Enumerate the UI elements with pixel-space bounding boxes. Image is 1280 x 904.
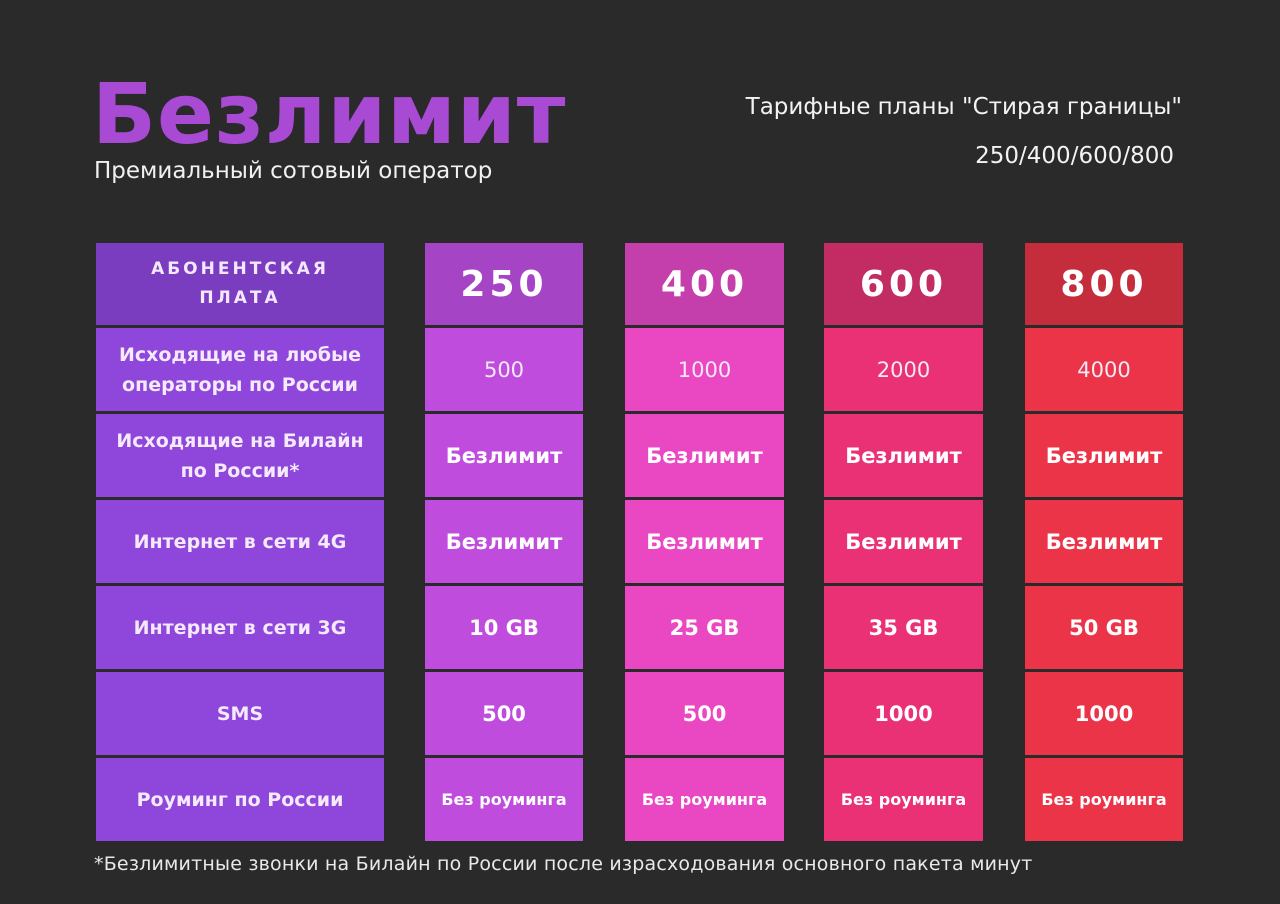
plan-name: 400	[660, 263, 749, 305]
plan-cell: Безлимит	[625, 414, 784, 497]
plan-column-600: 600 2000 Безлимит Безлимит 35 GB 1000 Бе…	[824, 243, 983, 841]
row-label-internet-4g: Интернет в сети 4G	[133, 530, 347, 553]
row-label-internet-3g: Интернет в сети 3G	[133, 616, 347, 639]
plan-cell: 4000	[1025, 328, 1183, 411]
plan-cell: 1000	[824, 672, 983, 755]
plan-value-outgoing-beeline: Безлимит	[1045, 443, 1163, 468]
brand-title: Безлимит	[92, 65, 567, 163]
plan-cell: Без роуминга	[1025, 758, 1183, 841]
plan-value-outgoing-any: 4000	[1077, 357, 1131, 382]
plan-cell: Безлимит	[1025, 414, 1183, 497]
plan-cell: 10 GB	[425, 586, 583, 669]
label-header: АБОНЕНТСКАЯ ПЛАТА	[151, 259, 329, 308]
plan-cell: 50 GB	[1025, 586, 1183, 669]
plans-numbers: 250/400/600/800	[975, 143, 1174, 169]
plan-value-sms: 1000	[1074, 701, 1134, 726]
plan-value-internet-3g: 35 GB	[868, 615, 939, 640]
plan-column-400: 400 1000 Безлимит Безлимит 25 GB 500 Без…	[625, 243, 784, 841]
plan-value-roaming: Без роуминга	[1041, 790, 1167, 809]
row-label-cell: Роуминг по России	[96, 758, 384, 841]
row-label-cell: Интернет в сети 3G	[96, 586, 384, 669]
plan-value-internet-4g: Безлимит	[646, 529, 763, 554]
plan-value-sms: 500	[682, 701, 727, 726]
plan-cell: Без роуминга	[824, 758, 983, 841]
row-label-cell: Исходящие на любые операторы по России	[96, 328, 384, 411]
plan-value-internet-4g: Безлимит	[445, 529, 563, 554]
plan-value-outgoing-any: 500	[483, 357, 525, 382]
row-label-roaming: Роуминг по России	[136, 788, 344, 811]
plan-value-roaming: Без роуминга	[641, 790, 768, 809]
plan-cell: Безлимит	[824, 500, 983, 583]
plan-cell: 25 GB	[625, 586, 784, 669]
plan-cell: Безлимит	[625, 500, 784, 583]
label-header-cell: АБОНЕНТСКАЯ ПЛАТА	[96, 243, 384, 325]
plan-header-cell: 800	[1025, 243, 1183, 325]
plan-column-800: 800 4000 Безлимит Безлимит 50 GB 1000 Бе…	[1025, 243, 1183, 841]
plan-cell: Без роуминга	[625, 758, 784, 841]
plan-cell: 2000	[824, 328, 983, 411]
plan-value-roaming: Без роуминга	[840, 790, 967, 809]
plan-value-internet-4g: Безлимит	[1045, 529, 1163, 554]
plan-cell: 1000	[625, 328, 784, 411]
plans-title: Тарифные планы "Стирая границы"	[745, 94, 1182, 120]
footnote: *Безлимитные звонки на Билайн по России …	[94, 853, 1033, 875]
plan-header-cell: 250	[425, 243, 583, 325]
brand-subtitle: Премиальный сотовый оператор	[94, 158, 493, 184]
plan-cell: Безлимит	[425, 500, 583, 583]
plan-value-outgoing-any: 2000	[876, 357, 931, 382]
plan-value-sms: 500	[482, 701, 526, 726]
plan-value-internet-3g: 50 GB	[1069, 615, 1139, 640]
plan-value-internet-4g: Безлимит	[845, 529, 962, 554]
row-label-outgoing-any: Исходящие на любые операторы по России	[118, 343, 362, 396]
plan-value-sms: 1000	[874, 701, 933, 726]
plan-cell: Безлимит	[425, 414, 583, 497]
plan-value-roaming: Без роуминга	[441, 790, 567, 809]
plan-cell: 1000	[1025, 672, 1183, 755]
plan-header-cell: 600	[824, 243, 983, 325]
labels-column: АБОНЕНТСКАЯ ПЛАТА Исходящие на любые опе…	[96, 243, 384, 841]
plan-name: 800	[1060, 263, 1148, 305]
plan-value-outgoing-beeline: Безлимит	[445, 443, 563, 468]
row-label-cell: Интернет в сети 4G	[96, 500, 384, 583]
row-label-cell: SMS	[96, 672, 384, 755]
row-label-sms: SMS	[216, 702, 264, 725]
plan-cell: 500	[425, 328, 583, 411]
plan-name: 600	[859, 263, 948, 305]
plan-value-outgoing-beeline: Безлимит	[845, 443, 962, 468]
plan-cell: Безлимит	[824, 414, 983, 497]
plan-cell: Безлимит	[1025, 500, 1183, 583]
plan-cell: 500	[425, 672, 583, 755]
plan-cell: 500	[625, 672, 784, 755]
plan-cell: Без роуминга	[425, 758, 583, 841]
row-label-outgoing-beeline: Исходящие на Билайн по России*	[116, 429, 364, 482]
plan-value-internet-3g: 25 GB	[669, 615, 740, 640]
plan-column-250: 250 500 Безлимит Безлимит 10 GB 500 Без …	[425, 243, 583, 841]
row-label-cell: Исходящие на Билайн по России*	[96, 414, 384, 497]
plan-value-outgoing-beeline: Безлимит	[646, 443, 763, 468]
plan-header-cell: 400	[625, 243, 784, 325]
plan-value-internet-3g: 10 GB	[469, 615, 539, 640]
plan-cell: 35 GB	[824, 586, 983, 669]
plan-value-outgoing-any: 1000	[677, 357, 732, 382]
plan-name: 250	[460, 263, 548, 305]
